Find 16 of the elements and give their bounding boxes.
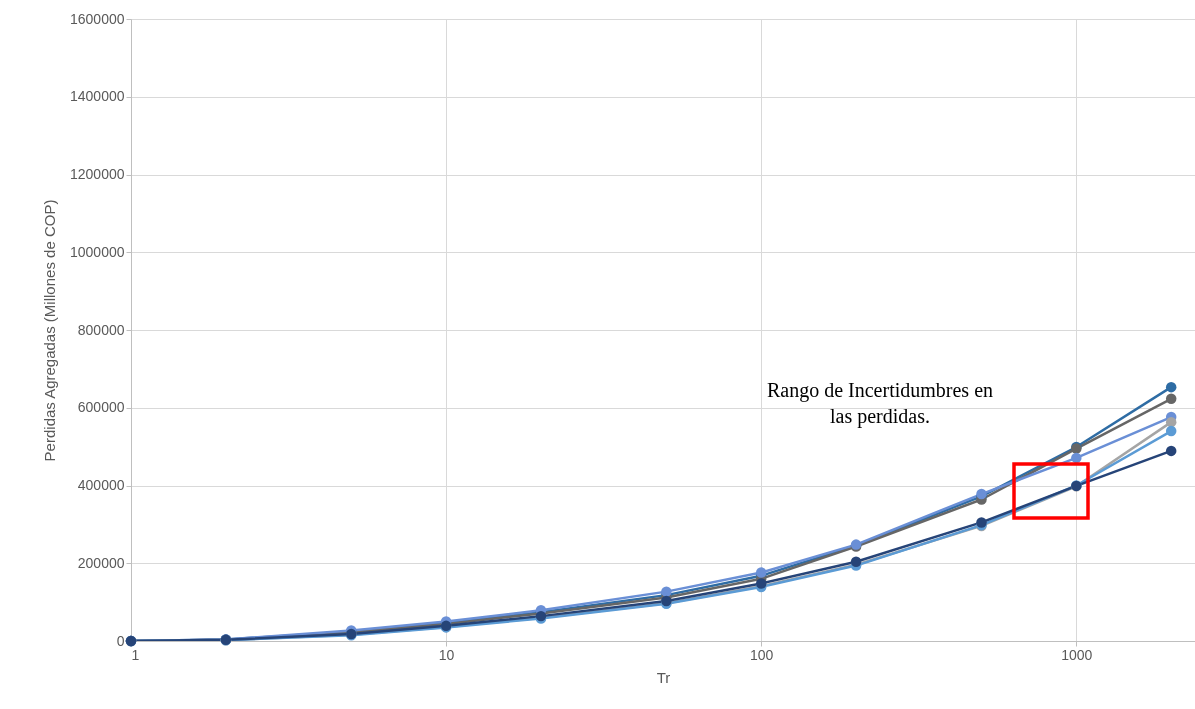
- x-tick-label: 1000: [1061, 646, 1093, 663]
- x-axis-title: Tr: [656, 668, 671, 686]
- y-tick-label: 0: [116, 632, 125, 649]
- y-tick-label: 1400000: [69, 88, 125, 105]
- y-tick-label: 400000: [77, 477, 125, 493]
- y-tick-label: 1200000: [69, 166, 125, 182]
- x-tick-label: 100: [750, 646, 774, 663]
- y-tick-label: 600000: [77, 399, 125, 416]
- x-tick-label: 1: [131, 646, 140, 663]
- y-axis-title: Perdidas Agregadas (Millones de COP): [41, 199, 58, 462]
- annotation: Rango de Incertidumbres en las perdidas.: [766, 379, 994, 428]
- y-tick-label: 1000000: [69, 243, 125, 260]
- y-tick-label: 1600000: [69, 10, 125, 27]
- y-tick-label: 200000: [77, 554, 125, 571]
- y-tick-label: 800000: [77, 321, 125, 338]
- x-tick-label: 10: [438, 646, 455, 663]
